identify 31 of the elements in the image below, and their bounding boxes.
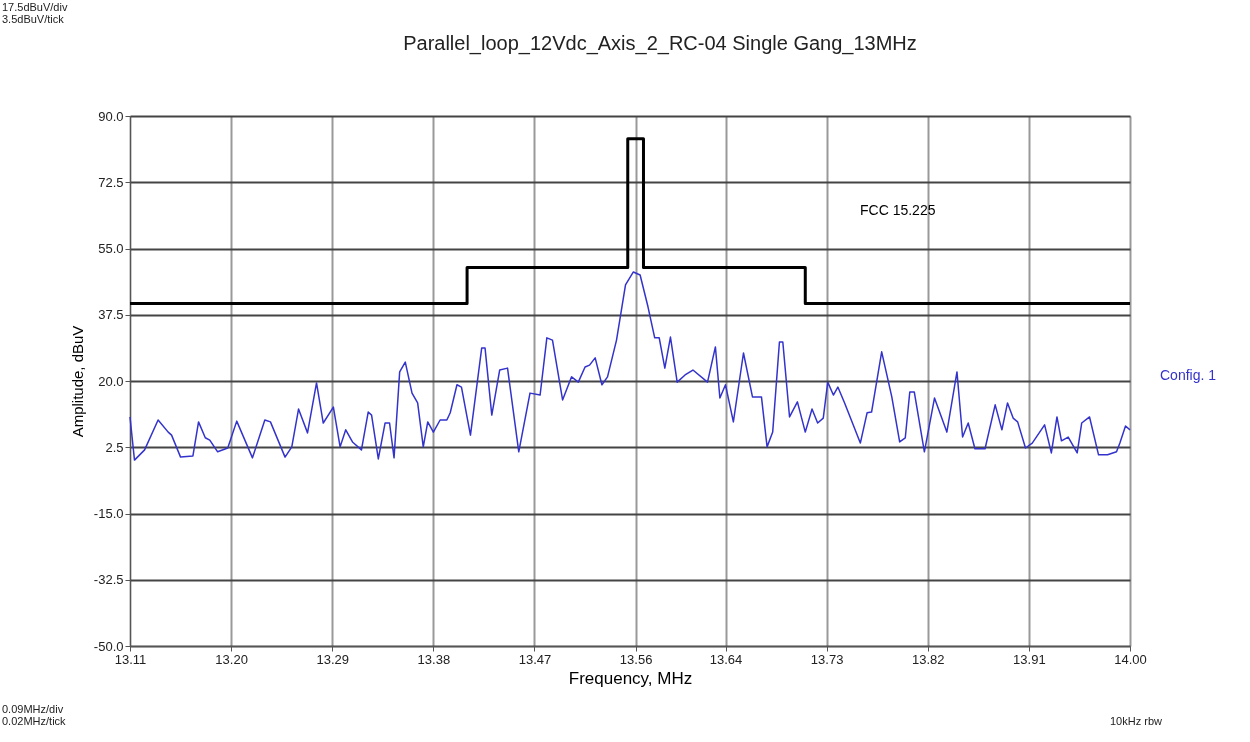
line-series [129, 271, 1131, 461]
y-tick-label: 55.0 [98, 241, 124, 256]
x-tick-label: 13.20 [215, 651, 248, 667]
text: FCC 15.225 [860, 202, 936, 218]
chart-title: Parallel_loop_12Vdc_Axis_2_RC-04 Single Gang_13MHz [403, 32, 917, 55]
y-tick-label: -32.5 [93, 572, 124, 588]
y-axis-title: Amplitude, dBuV [68, 325, 86, 438]
y-tick-label: 37.5 [98, 307, 124, 323]
x-tick-label: 13.47 [518, 651, 552, 667]
y-tick-label: 90.0 [98, 108, 124, 124]
text: 0.09MHz/div [2, 703, 64, 715]
x-tick-label: 14.00 [1114, 651, 1147, 667]
y-tick-label: -50.0 [93, 638, 124, 654]
x-tick-label: 13.38 [417, 651, 451, 667]
x-tick-label: 13.56 [619, 651, 653, 667]
text: 10kHz rbw [1110, 715, 1163, 727]
text: 0.02MHz/tick [2, 715, 67, 727]
y-tick-label: 2.5 [105, 439, 124, 455]
x-tick-label: 13.82 [911, 651, 945, 667]
x-tick-label: 13.11 [114, 651, 147, 667]
x-tick-label: 13.91 [1013, 651, 1046, 667]
text: Config. 1 [1160, 367, 1217, 384]
x-tick-label: 13.64 [709, 651, 743, 667]
text: 17.5dBuV/div [2, 1, 68, 13]
x-tick-label: 13.29 [316, 651, 350, 667]
y-tick-label: 72.5 [98, 174, 124, 190]
y-tick-label: 20.0 [98, 373, 124, 389]
text: 3.5dBuV/tick [2, 13, 65, 25]
x-axis-title: Frequency, MHz [568, 668, 693, 688]
y-tick-label: -15.0 [93, 506, 124, 521]
x-tick-label: 13.73 [810, 651, 844, 667]
